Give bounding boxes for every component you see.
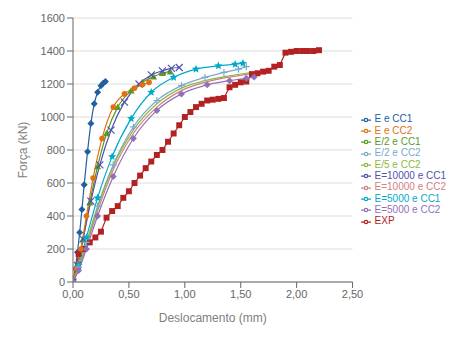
html-text:E/2 e CC1: E/2 e CC1 — [374, 135, 421, 147]
html-text:E=5000 e CC2: E=5000 e CC2 — [374, 204, 441, 216]
svg-text:800: 800 — [47, 144, 65, 156]
html-text:E=10000 e CC2: E=10000 e CC2 — [374, 181, 446, 193]
svg-text:0,00: 0,00 — [62, 288, 83, 300]
svg-text:2,00: 2,00 — [286, 288, 307, 300]
html-text:E=10000 e CC1: E=10000 e CC1 — [374, 170, 446, 181]
html-text:E e CC1: E e CC1 — [374, 113, 413, 125]
svg-text:Deslocamento (mm): Deslocamento (mm) — [159, 311, 267, 325]
svg-text:400: 400 — [47, 210, 65, 222]
svg-text:200: 200 — [47, 243, 65, 255]
html-text:EXP: EXP — [374, 215, 395, 227]
svg-text:1400: 1400 — [41, 45, 65, 57]
html-text:E=5000 e CC1: E=5000 e CC1 — [374, 192, 441, 204]
svg-text:0,50: 0,50 — [118, 288, 139, 300]
svg-text:1000: 1000 — [41, 111, 65, 123]
html-text:E/2 e CC2: E/2 e CC2 — [374, 147, 421, 159]
svg-text:1,50: 1,50 — [230, 288, 251, 300]
svg-text:1,00: 1,00 — [174, 288, 195, 300]
svg-text:1200: 1200 — [41, 78, 65, 90]
svg-text:1600: 1600 — [41, 12, 65, 24]
svg-text:600: 600 — [47, 177, 65, 189]
svg-text:Força (kN): Força (kN) — [16, 122, 30, 179]
html-text:E e CC2: E e CC2 — [374, 124, 413, 136]
html-text:E/5 e CC2: E/5 e CC2 — [374, 158, 421, 170]
svg-text:0: 0 — [59, 276, 65, 288]
svg-text:2,50: 2,50 — [342, 288, 363, 300]
